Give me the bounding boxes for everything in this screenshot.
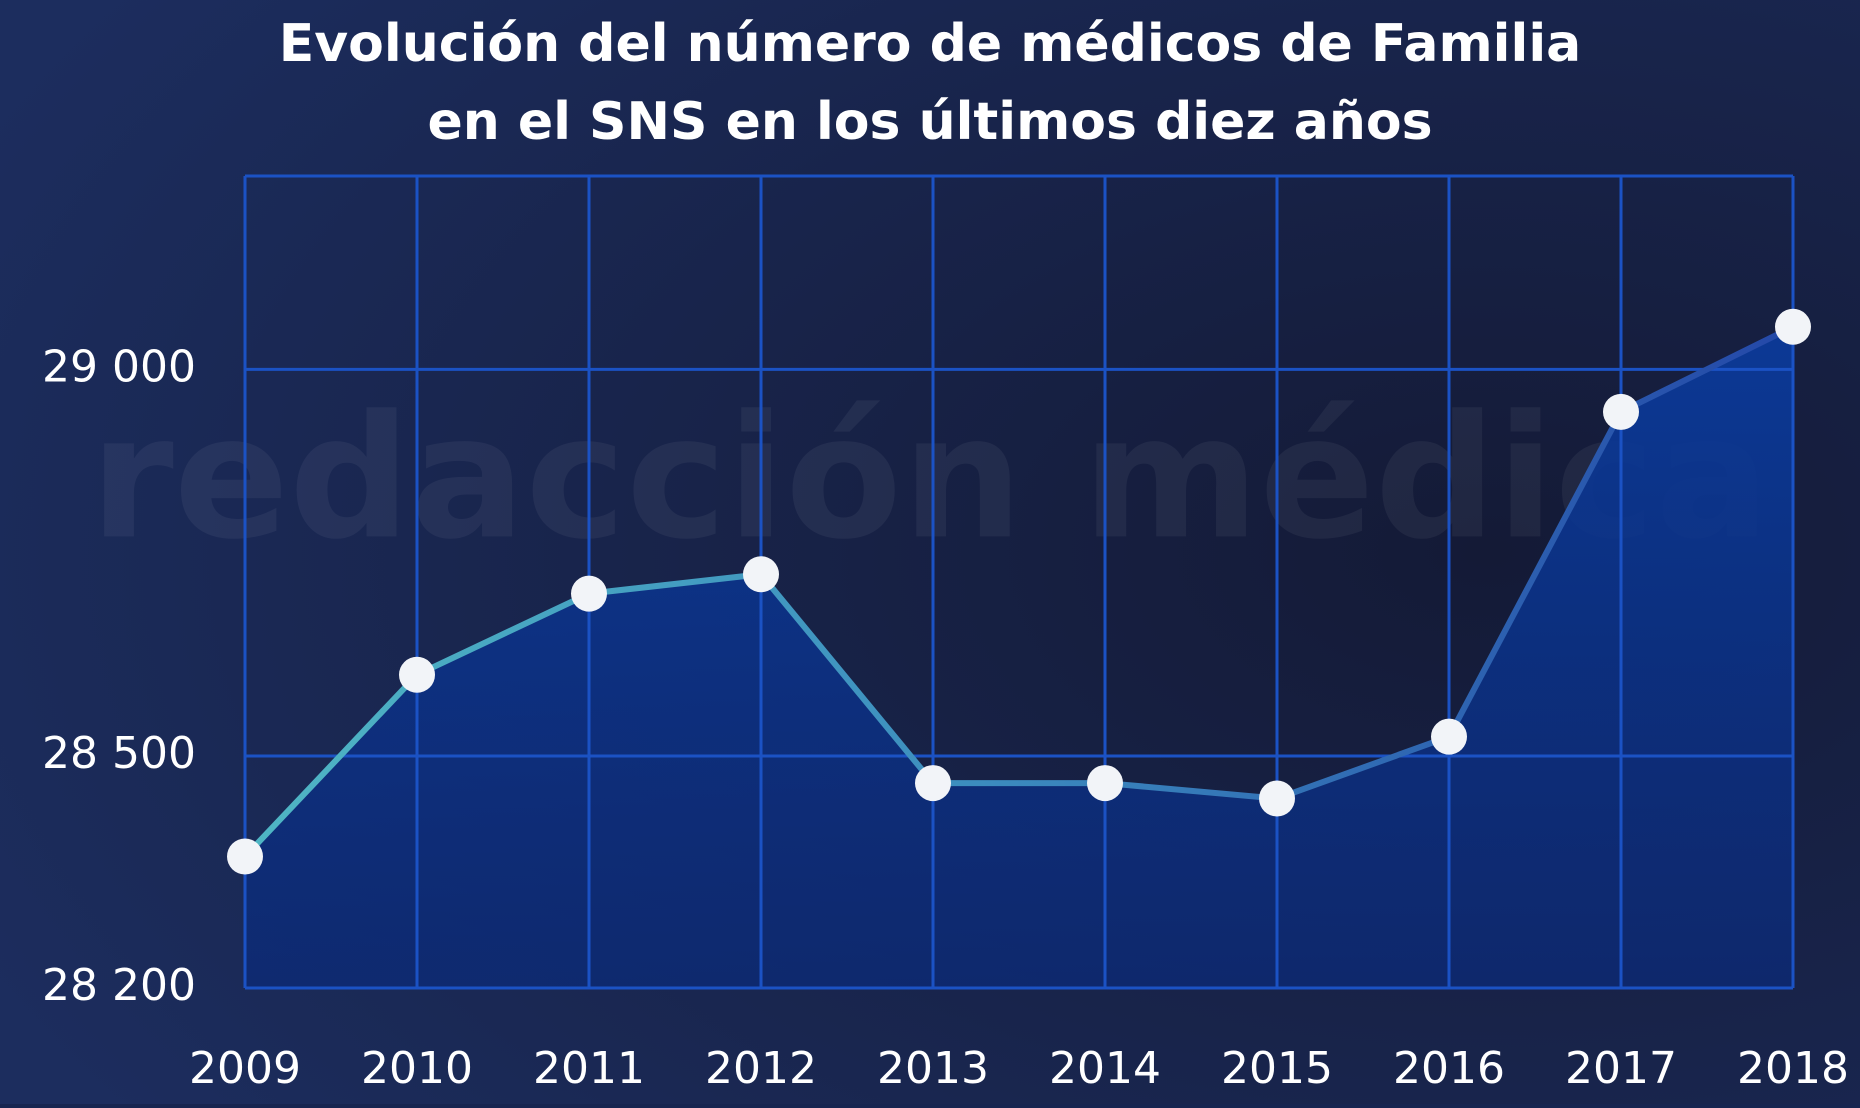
point bbox=[571, 575, 607, 612]
point bbox=[227, 838, 263, 875]
watermark: redacción médica bbox=[90, 379, 1770, 577]
chart-title: Evolución del número de médicos de Famil… bbox=[279, 14, 1581, 74]
x-tick-label: 2015 bbox=[1221, 1043, 1333, 1094]
x-tick-label: 2012 bbox=[705, 1043, 817, 1094]
point bbox=[1431, 718, 1467, 755]
point bbox=[1259, 780, 1295, 817]
y-tick-label: 28 500 bbox=[42, 728, 196, 779]
point bbox=[1775, 308, 1811, 345]
plot: redacción médica 28 200 28 500 29 000 2009 20… bbox=[42, 174, 1849, 1094]
x-tick-label: 2011 bbox=[533, 1043, 645, 1094]
x-tick-label: 2014 bbox=[1049, 1043, 1161, 1094]
point bbox=[1603, 393, 1639, 430]
y-tick-label: 28 200 bbox=[42, 960, 196, 1011]
x-tick-label: 2009 bbox=[189, 1043, 301, 1094]
x-tick-label: 2016 bbox=[1393, 1043, 1505, 1094]
line bbox=[242, 324, 1795, 859]
x-tick-label: 2017 bbox=[1565, 1043, 1677, 1094]
area bbox=[245, 326, 1793, 988]
chart-title: en el SNS en los últimos diez años bbox=[427, 92, 1432, 152]
point bbox=[1087, 765, 1123, 802]
point bbox=[915, 765, 951, 802]
x-tick-label: 2010 bbox=[361, 1043, 473, 1094]
y-tick-label: 29 000 bbox=[42, 341, 196, 392]
point bbox=[399, 656, 435, 693]
x-tick-label: 2013 bbox=[877, 1043, 989, 1094]
x-tick-label: 2018 bbox=[1737, 1043, 1849, 1094]
point bbox=[743, 556, 779, 593]
